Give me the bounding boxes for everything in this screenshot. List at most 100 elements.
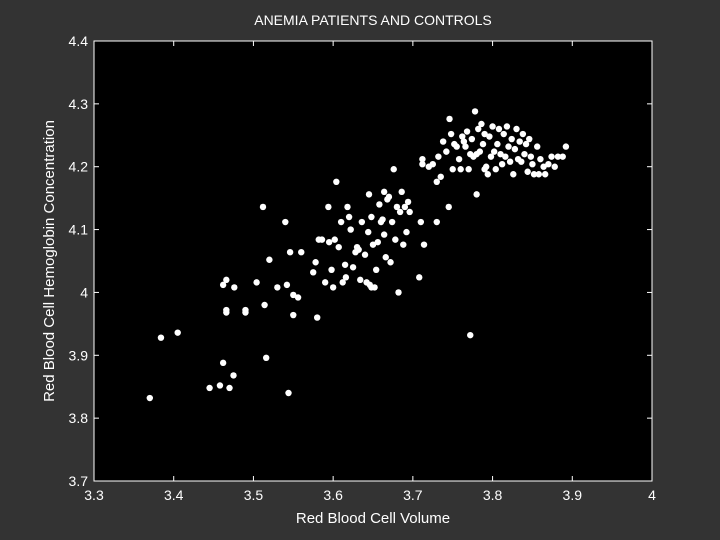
data-point <box>445 203 452 211</box>
data-point <box>368 213 375 221</box>
data-point <box>398 188 405 196</box>
data-point <box>242 306 249 314</box>
data-point <box>416 274 423 281</box>
y-tick-label: 4.4 <box>69 33 89 49</box>
data-point <box>498 161 506 168</box>
data-point <box>510 171 517 178</box>
data-point <box>349 264 357 271</box>
data-point <box>521 150 528 158</box>
data-point <box>437 173 444 180</box>
data-point <box>328 266 335 273</box>
data-point <box>385 193 393 201</box>
data-point <box>396 208 404 216</box>
data-point <box>439 138 447 145</box>
data-point <box>462 143 469 150</box>
data-point <box>226 384 233 392</box>
data-point <box>481 130 488 138</box>
data-point <box>382 254 389 261</box>
data-point <box>266 256 273 263</box>
data-point <box>341 261 349 268</box>
data-point <box>475 125 482 133</box>
data-point <box>321 279 329 286</box>
data-point <box>535 171 543 178</box>
data-point <box>419 155 426 163</box>
data-point <box>206 384 213 392</box>
data-point <box>380 231 388 238</box>
data-point <box>420 241 428 248</box>
data-point <box>285 389 292 397</box>
data-point <box>497 150 504 158</box>
data-point <box>331 236 338 243</box>
data-point <box>476 148 484 155</box>
data-point <box>374 238 381 246</box>
data-point <box>403 228 410 236</box>
data-points <box>146 108 570 402</box>
x-axis-label: Red Blood Cell Volume <box>296 510 450 527</box>
axes-frame <box>93 40 653 482</box>
data-point <box>459 133 466 140</box>
data-point <box>404 198 412 206</box>
data-point <box>380 188 388 196</box>
data-point <box>467 331 474 339</box>
data-point <box>505 143 512 150</box>
y-axis-label: Red Blood Cell Hemoglobin Concentration <box>41 120 58 402</box>
data-point <box>494 140 501 148</box>
data-point <box>339 279 346 286</box>
data-point <box>253 279 260 286</box>
data-point <box>365 228 372 236</box>
data-point <box>502 153 509 160</box>
data-point <box>540 163 547 170</box>
x-tick-label: 3.7 <box>403 487 423 503</box>
data-point <box>261 301 268 309</box>
data-point <box>376 201 383 208</box>
data-point <box>446 115 453 123</box>
data-point <box>453 143 460 150</box>
data-point <box>471 108 479 115</box>
data-point <box>358 218 366 226</box>
data-point <box>314 314 321 321</box>
data-point <box>347 226 354 233</box>
data-point <box>478 120 485 128</box>
data-point <box>518 158 525 165</box>
data-point <box>286 249 294 256</box>
y-tick-label: 3.8 <box>69 410 89 426</box>
data-point <box>393 203 401 211</box>
data-point <box>335 243 342 251</box>
data-point <box>526 135 533 143</box>
data-point <box>231 284 238 291</box>
data-point <box>524 168 531 175</box>
data-point <box>519 130 527 138</box>
x-axis-ticks: 3.3 3.4 3.5 3.6 3.7 3.8 3.9 4 <box>84 41 656 503</box>
data-point <box>484 171 491 178</box>
x-tick-label: 4 <box>648 487 656 503</box>
data-point <box>312 259 319 266</box>
data-point <box>329 284 337 291</box>
data-point <box>489 123 496 130</box>
data-point <box>473 191 480 198</box>
data-point <box>482 163 490 170</box>
data-point <box>500 130 507 138</box>
data-point <box>562 143 570 150</box>
data-point <box>259 203 267 211</box>
data-point <box>429 161 436 168</box>
data-point <box>157 334 165 341</box>
data-point <box>298 249 305 256</box>
data-point <box>387 259 394 266</box>
plot-area <box>94 41 652 481</box>
data-point <box>460 138 468 145</box>
data-point <box>395 289 402 296</box>
data-point <box>495 125 503 133</box>
y-tick-label: 4.2 <box>69 159 89 175</box>
data-point <box>465 166 472 173</box>
data-point <box>479 140 487 148</box>
data-point <box>541 171 549 178</box>
data-point <box>262 354 270 361</box>
x-tick-label: 3.8 <box>483 487 503 503</box>
data-point <box>400 241 407 248</box>
data-point <box>468 135 476 143</box>
data-point <box>548 153 555 160</box>
data-point <box>344 203 351 211</box>
data-point <box>417 218 425 226</box>
data-point <box>318 236 326 243</box>
data-point <box>355 246 362 253</box>
